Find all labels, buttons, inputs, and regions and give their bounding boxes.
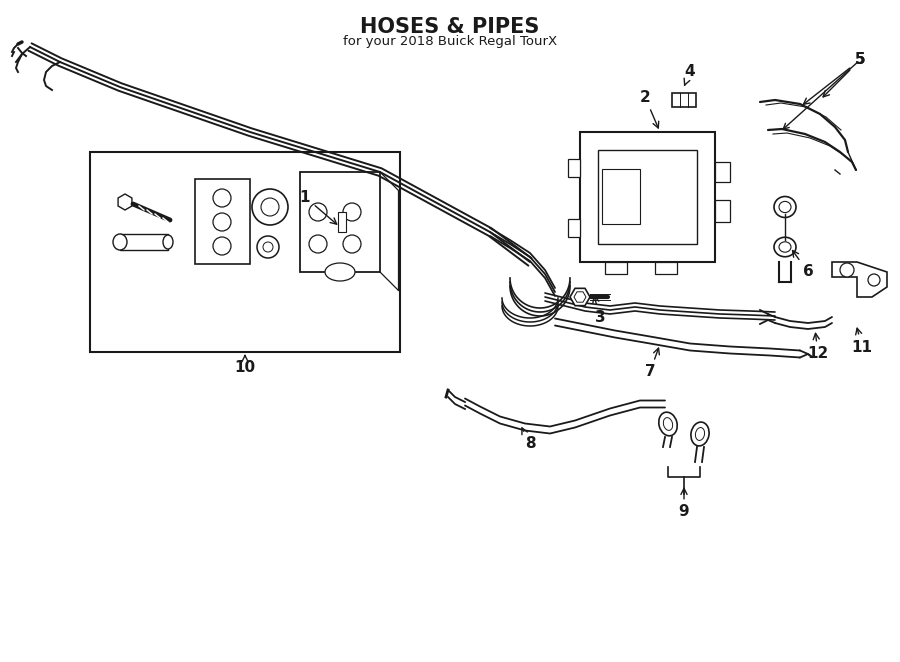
Circle shape — [868, 274, 880, 286]
Polygon shape — [574, 292, 586, 302]
Ellipse shape — [325, 263, 355, 281]
Ellipse shape — [696, 428, 705, 440]
Circle shape — [309, 203, 327, 221]
Bar — [602, 169, 640, 224]
Text: 1: 1 — [300, 189, 337, 224]
Bar — [568, 159, 580, 177]
Text: 4: 4 — [684, 64, 696, 85]
Text: for your 2018 Buick Regal TourX: for your 2018 Buick Regal TourX — [343, 35, 557, 48]
Circle shape — [261, 198, 279, 216]
Bar — [715, 200, 730, 222]
Bar — [90, 152, 400, 352]
Bar — [580, 132, 715, 262]
Circle shape — [840, 263, 854, 277]
Ellipse shape — [663, 418, 672, 430]
Text: 11: 11 — [851, 328, 872, 354]
Circle shape — [252, 189, 288, 225]
Bar — [300, 172, 380, 272]
Polygon shape — [570, 289, 590, 306]
Text: 9: 9 — [679, 489, 689, 520]
Polygon shape — [118, 194, 132, 210]
Ellipse shape — [774, 197, 796, 218]
Text: 10: 10 — [234, 355, 256, 375]
Text: 3: 3 — [593, 296, 606, 324]
Ellipse shape — [113, 234, 127, 250]
Ellipse shape — [779, 201, 791, 213]
Bar — [338, 212, 346, 232]
Circle shape — [343, 203, 361, 221]
Bar — [715, 162, 730, 182]
Ellipse shape — [774, 237, 796, 257]
Ellipse shape — [691, 422, 709, 446]
Text: 8: 8 — [522, 428, 536, 451]
Circle shape — [309, 235, 327, 253]
Ellipse shape — [163, 235, 173, 249]
Circle shape — [263, 242, 273, 252]
Text: 12: 12 — [807, 333, 829, 361]
Bar — [598, 150, 697, 244]
Bar — [120, 234, 168, 250]
Circle shape — [213, 213, 231, 231]
Text: 7: 7 — [644, 348, 660, 379]
Circle shape — [257, 236, 279, 258]
Circle shape — [343, 235, 361, 253]
Bar — [605, 262, 627, 274]
Ellipse shape — [659, 412, 677, 436]
Text: HOSES & PIPES: HOSES & PIPES — [360, 17, 540, 37]
Text: 5: 5 — [824, 52, 865, 97]
Bar — [672, 93, 696, 107]
Bar — [195, 179, 250, 264]
Polygon shape — [832, 262, 887, 297]
Ellipse shape — [779, 242, 791, 252]
Circle shape — [213, 189, 231, 207]
Bar — [655, 262, 677, 274]
Circle shape — [213, 237, 231, 255]
Bar — [568, 219, 580, 237]
Text: 2: 2 — [640, 89, 659, 128]
Text: 5: 5 — [804, 52, 865, 105]
Text: 6: 6 — [793, 250, 814, 279]
